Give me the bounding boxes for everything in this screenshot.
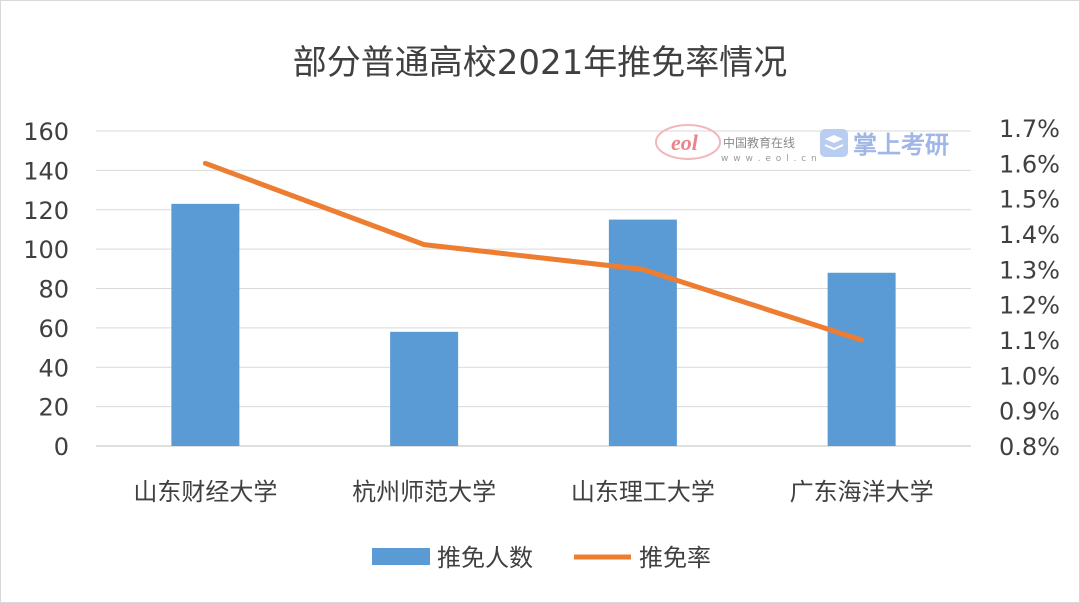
right-tick-label: 1.4%	[999, 221, 1060, 249]
left-tick-label: 80	[38, 276, 69, 304]
brand-text: 掌上考研	[853, 131, 949, 159]
gridlines	[96, 130, 971, 447]
left-tick-label: 160	[23, 118, 69, 146]
left-tick-label: 60	[38, 315, 69, 343]
bar	[390, 331, 459, 446]
left-tick-label: 0	[54, 433, 69, 461]
right-tick-label: 0.9%	[999, 398, 1060, 426]
left-tick-label: 140	[23, 157, 69, 185]
bar	[171, 203, 240, 446]
right-axis-ticks: 1.7% 1.6% 1.5% 1.4% 1.3% 1.2% 1.1% 1.0% 0.9% 0.8%	[999, 115, 1060, 461]
category-labels: 山东财经大学 杭州师范大学 山东理工大学 广东海洋大学	[133, 478, 933, 506]
eol-url-text: w w w . e o l . c n	[721, 154, 818, 164]
legend-bar-swatch	[372, 548, 430, 565]
legend-line-label: 推免率	[639, 544, 711, 572]
right-tick-label: 1.0%	[999, 362, 1060, 390]
bar	[608, 219, 677, 446]
eol-name-text: 中国教育在线	[723, 135, 795, 150]
eol-watermark: eol 中国教育在线 w w w . e o l . c n	[655, 124, 818, 164]
right-tick-label: 1.1%	[999, 327, 1060, 355]
legend-bar-label: 推免人数	[437, 544, 533, 572]
left-tick-label: 40	[38, 354, 69, 382]
left-axis-ticks: 160 140 120 100 80 60 40 20 0	[23, 118, 69, 461]
category-label: 山东财经大学	[133, 478, 277, 506]
category-label: 广东海洋大学	[790, 478, 934, 506]
left-tick-label: 120	[23, 197, 69, 225]
right-tick-label: 1.7%	[999, 115, 1060, 143]
legend: 推免人数 推免率	[372, 544, 711, 572]
brand-watermark: 掌上考研	[820, 129, 949, 159]
bar	[827, 272, 896, 446]
right-tick-label: 0.8%	[999, 433, 1060, 461]
chart-title: 部分普通高校2021年推免率情况	[293, 43, 788, 83]
eol-logo-text: eol	[671, 130, 699, 155]
book-icon	[820, 129, 848, 157]
bar-series	[171, 203, 896, 446]
category-label: 杭州师范大学	[352, 478, 496, 506]
right-tick-label: 1.2%	[999, 292, 1060, 320]
left-tick-label: 100	[23, 236, 69, 264]
right-tick-label: 1.3%	[999, 256, 1060, 284]
eol-logo-icon: eol	[655, 124, 721, 160]
right-tick-label: 1.6%	[999, 150, 1060, 178]
rate-line	[202, 160, 865, 343]
category-label: 山东理工大学	[571, 478, 715, 506]
right-tick-label: 1.5%	[999, 186, 1060, 214]
left-tick-label: 20	[38, 394, 69, 422]
line-series	[202, 160, 865, 343]
